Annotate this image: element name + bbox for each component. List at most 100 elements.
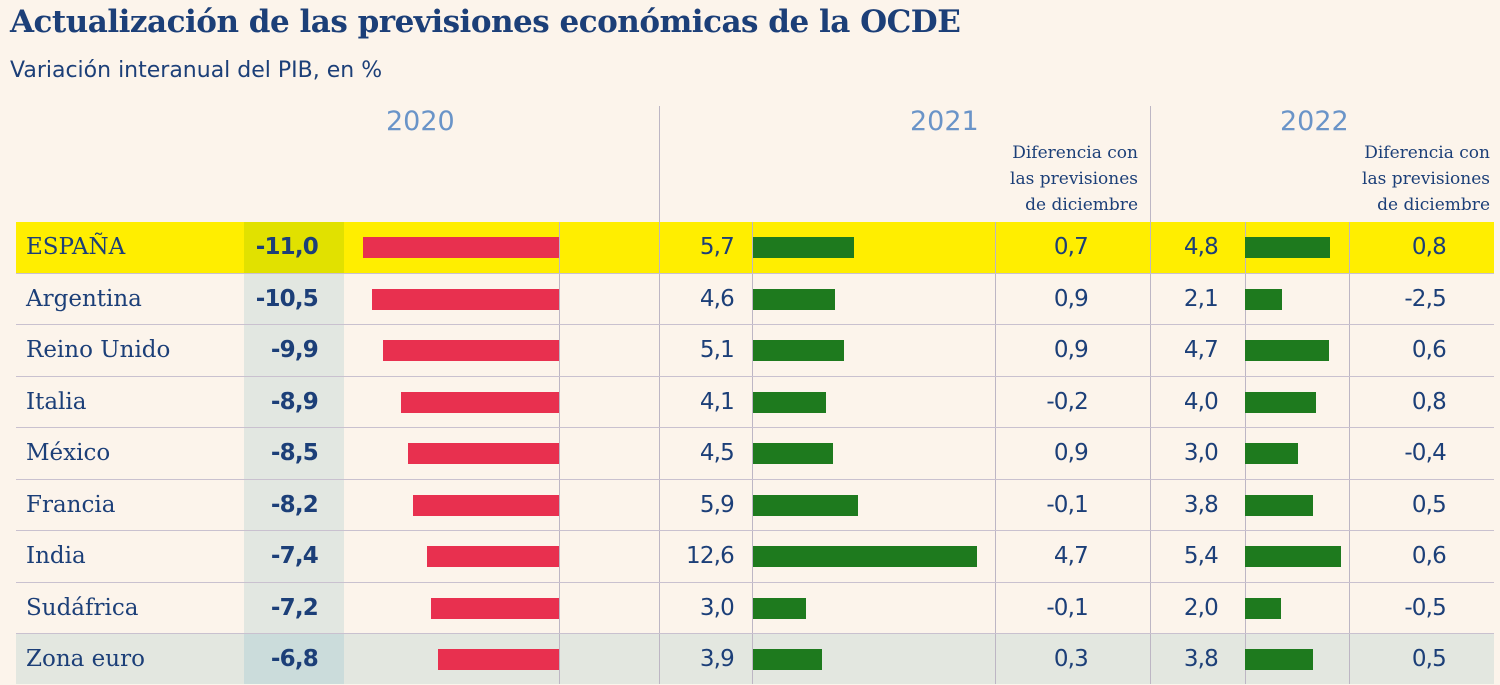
diff-header-2022-line-2: las previsiones bbox=[1362, 169, 1490, 189]
bar-2021 bbox=[753, 443, 834, 464]
separator-2021-diff bbox=[995, 222, 996, 684]
col-shade-2020 bbox=[244, 222, 344, 684]
country-label: Sudáfrica bbox=[26, 594, 139, 621]
value-2020: -6,8 bbox=[270, 646, 319, 672]
value-2022: 2,0 bbox=[1183, 594, 1219, 621]
row-divider bbox=[16, 581, 1494, 583]
value-2022: 4,8 bbox=[1183, 234, 1219, 260]
bar-2022 bbox=[1245, 546, 1342, 567]
diff-header-2022-line-3: de diciembre bbox=[1377, 195, 1490, 215]
diff-2022: 0,8 bbox=[1411, 234, 1447, 260]
bar-2020 bbox=[372, 288, 559, 310]
diff-2022: 0,8 bbox=[1411, 388, 1447, 415]
value-2022: 2,1 bbox=[1183, 285, 1219, 312]
bar-2020 bbox=[407, 443, 559, 464]
country-label: Reino Unido bbox=[26, 337, 171, 363]
diff-2021: 0,9 bbox=[1053, 440, 1089, 466]
highlight-cell-2020 bbox=[244, 222, 344, 273]
value-2022: 4,0 bbox=[1183, 388, 1219, 415]
diff-2022: 0,5 bbox=[1411, 646, 1447, 672]
row-divider bbox=[16, 633, 1494, 634]
chart-title: Actualización de las previsiones económi… bbox=[10, 4, 961, 40]
diff-header-2022: Diferencia con las previsiones de diciem… bbox=[1320, 140, 1490, 218]
diff-2022: -2,5 bbox=[1404, 285, 1446, 312]
bar-2021 bbox=[753, 237, 855, 258]
bar-2020 bbox=[413, 494, 559, 516]
separator-2022-diff bbox=[1349, 222, 1350, 684]
country-label: México bbox=[26, 440, 111, 466]
value-2020: -8,5 bbox=[270, 440, 319, 466]
value-2021: 4,1 bbox=[699, 388, 735, 415]
country-label: India bbox=[26, 543, 86, 569]
row-divider bbox=[16, 427, 1494, 428]
value-2022: 4,7 bbox=[1183, 337, 1219, 363]
chart-subtitle: Variación interanual del PIB, en % bbox=[10, 58, 383, 83]
value-2020: -7,4 bbox=[270, 543, 319, 569]
value-2021: 5,7 bbox=[699, 234, 735, 260]
value-2022: 3,8 bbox=[1183, 491, 1219, 518]
bar-2020 bbox=[437, 649, 559, 670]
country-label: ESPAÑA bbox=[26, 234, 126, 260]
year-header-2022: 2022 bbox=[1280, 106, 1349, 137]
diff-2021: -0,1 bbox=[1046, 491, 1088, 518]
diff-header-2021-line-2: las previsiones bbox=[1010, 169, 1138, 189]
diff-2022: -0,4 bbox=[1404, 440, 1446, 466]
bar-2021 bbox=[753, 288, 835, 310]
value-2021: 12,6 bbox=[685, 543, 735, 569]
year-header-2021: 2021 bbox=[910, 106, 979, 137]
diff-2021: 0,9 bbox=[1053, 337, 1089, 363]
bar-2020 bbox=[430, 597, 559, 619]
year-header-2020: 2020 bbox=[386, 106, 455, 137]
country-label: Italia bbox=[26, 388, 87, 415]
value-2020: -8,9 bbox=[270, 388, 319, 415]
bar-2021 bbox=[753, 340, 844, 361]
country-label: Argentina bbox=[26, 285, 142, 312]
value-2022: 5,4 bbox=[1183, 543, 1219, 569]
value-2021: 5,9 bbox=[699, 491, 735, 518]
separator-2021-bar bbox=[752, 222, 753, 684]
value-2022: 3,8 bbox=[1183, 646, 1219, 672]
separator-2022 bbox=[1150, 106, 1151, 684]
bar-2022 bbox=[1245, 391, 1317, 413]
diff-2022: -0,5 bbox=[1404, 594, 1446, 621]
diff-header-2022-line-1: Diferencia con bbox=[1364, 143, 1490, 163]
bar-2022 bbox=[1245, 649, 1313, 670]
diff-2021: 0,9 bbox=[1053, 285, 1089, 312]
value-2021: 3,9 bbox=[699, 646, 735, 672]
row-divider bbox=[16, 375, 1494, 377]
value-2020: -8,2 bbox=[270, 491, 319, 518]
row-divider bbox=[16, 530, 1494, 531]
bar-2022 bbox=[1245, 237, 1331, 258]
value-2020: -10,5 bbox=[255, 285, 319, 312]
bar-2020 bbox=[363, 237, 559, 258]
country-label: Francia bbox=[26, 491, 116, 518]
bar-2022 bbox=[1245, 340, 1329, 361]
bar-2022 bbox=[1245, 443, 1299, 464]
diff-header-2021-line-3: de diciembre bbox=[1025, 195, 1138, 215]
diff-2021: 0,3 bbox=[1053, 646, 1089, 672]
diff-2021: -0,2 bbox=[1046, 388, 1088, 415]
value-2020: -7,2 bbox=[270, 594, 319, 621]
bar-2020 bbox=[400, 391, 559, 413]
bar-2021 bbox=[753, 391, 826, 413]
bar-2021 bbox=[753, 494, 859, 516]
value-2020: -11,0 bbox=[255, 234, 319, 260]
country-label: Zona euro bbox=[26, 646, 145, 672]
bar-2021 bbox=[753, 649, 823, 670]
bar-2020 bbox=[382, 340, 559, 361]
row-divider bbox=[16, 272, 1494, 274]
value-2021: 4,5 bbox=[699, 440, 735, 466]
bar-2022 bbox=[1245, 597, 1281, 619]
diff-2021: -0,1 bbox=[1046, 594, 1088, 621]
diff-2022: 0,6 bbox=[1411, 543, 1447, 569]
bar-2021 bbox=[753, 546, 978, 567]
bar-2022 bbox=[1245, 288, 1283, 310]
diff-2021: 0,7 bbox=[1053, 234, 1089, 260]
diff-2021: 4,7 bbox=[1053, 543, 1089, 569]
diff-header-2021: Diferencia con las previsiones de diciem… bbox=[968, 140, 1138, 218]
value-2021: 4,6 bbox=[699, 285, 735, 312]
row-divider bbox=[16, 324, 1494, 325]
bar-2022 bbox=[1245, 494, 1313, 516]
value-2021: 3,0 bbox=[699, 594, 735, 621]
bar-2020 bbox=[427, 546, 559, 567]
